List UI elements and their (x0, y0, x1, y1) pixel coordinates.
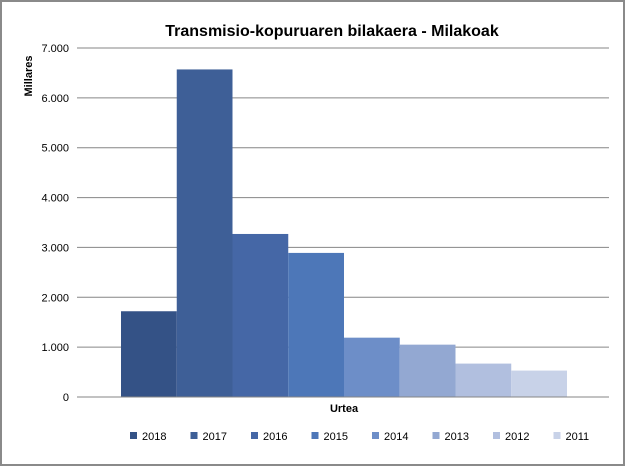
legend-label: 2018 (142, 431, 166, 443)
legend-swatch (311, 432, 319, 439)
bars (121, 69, 567, 397)
bar-2013 (399, 344, 456, 397)
legend-item-2015: 2015 (311, 431, 348, 443)
y-tick-label: 2.000 (41, 292, 69, 304)
legend-swatch (493, 432, 500, 439)
legend: 2018 2017 2016 2015 2014 2013 2012 2011 (130, 431, 589, 443)
legend-swatch (553, 432, 561, 439)
legend-swatch (251, 432, 258, 439)
bar-2017 (176, 69, 233, 397)
bar-2018 (121, 311, 177, 397)
y-tick-label: 4.000 (41, 193, 69, 205)
legend-item-2016: 2016 (251, 431, 287, 443)
y-tick-label: 1.000 (41, 342, 69, 354)
y-tick-label: 7.000 (41, 43, 69, 55)
y-tick-label: 6.000 (41, 93, 69, 105)
legend-item-2014: 2014 (372, 431, 408, 443)
y-tick-label: 3.000 (41, 242, 69, 254)
y-tick-label: 0 (63, 392, 69, 404)
bar-2012 (455, 363, 512, 397)
bar-2016 (232, 233, 289, 397)
legend-swatch (130, 432, 137, 439)
bar-2011 (511, 370, 567, 397)
y-tick-label: 5.000 (41, 143, 69, 155)
legend-item-2018: 2018 (130, 431, 166, 443)
chart-title: Transmisio-kopuruaren bilakaera - Milako… (165, 23, 499, 40)
legend-label: 2014 (384, 431, 408, 443)
y-axis-label: Millares (23, 56, 35, 97)
legend-label: 2016 (263, 431, 287, 443)
legend-item-2011: 2011 (553, 431, 590, 443)
legend-label: 2013 (445, 431, 469, 443)
legend-swatch (372, 432, 379, 439)
legend-label: 2017 (203, 431, 227, 443)
bar-2015 (288, 252, 344, 397)
legend-item-2012: 2012 (493, 431, 529, 443)
legend-label: 2011 (566, 431, 590, 443)
bar-2014 (344, 337, 400, 397)
x-axis-label: Urtea (330, 403, 359, 415)
legend-item-2013: 2013 (432, 431, 469, 443)
legend-label: 2012 (505, 431, 529, 443)
legend-swatch (190, 432, 198, 439)
legend-item-2017: 2017 (190, 431, 227, 443)
legend-swatch (432, 432, 440, 439)
y-axis-ticks: 0 1.000 2.000 3.000 4.000 5.000 6.000 7.000 (41, 43, 69, 404)
legend-label: 2015 (324, 431, 348, 443)
